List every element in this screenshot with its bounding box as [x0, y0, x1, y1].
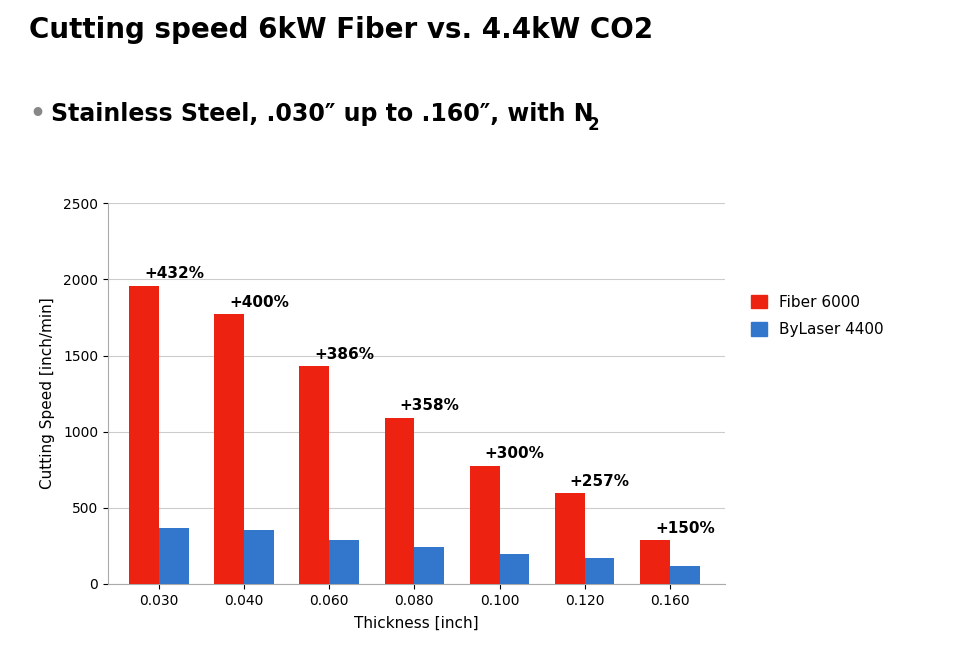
- Bar: [500, 554, 529, 584]
- Bar: [129, 285, 159, 584]
- Bar: [384, 418, 415, 584]
- Text: +300%: +300%: [485, 446, 545, 461]
- Legend: Fiber 6000, ByLaser 4400: Fiber 6000, ByLaser 4400: [752, 295, 884, 337]
- Text: +386%: +386%: [315, 346, 374, 361]
- Bar: [555, 493, 585, 584]
- Text: +150%: +150%: [655, 521, 714, 536]
- Text: Cutting speed 6kW Fiber vs. 4.4kW CO2: Cutting speed 6kW Fiber vs. 4.4kW CO2: [29, 16, 654, 45]
- Bar: [215, 314, 244, 584]
- X-axis label: Thickness [inch]: Thickness [inch]: [354, 616, 479, 631]
- Bar: [329, 541, 359, 584]
- Text: •: •: [29, 102, 45, 126]
- Bar: [670, 567, 700, 584]
- Bar: [159, 527, 189, 584]
- Bar: [469, 466, 500, 584]
- Bar: [300, 366, 329, 584]
- Bar: [415, 547, 444, 584]
- Text: +432%: +432%: [144, 266, 204, 281]
- Text: 2: 2: [588, 116, 600, 134]
- Bar: [640, 541, 670, 584]
- Text: Stainless Steel, .030″ up to .160″, with N: Stainless Steel, .030″ up to .160″, with…: [51, 102, 594, 126]
- Bar: [244, 530, 273, 584]
- Text: +358%: +358%: [400, 398, 460, 413]
- Y-axis label: Cutting Speed [inch/min]: Cutting Speed [inch/min]: [39, 298, 55, 489]
- Text: +400%: +400%: [229, 295, 289, 310]
- Text: +257%: +257%: [569, 474, 630, 489]
- Bar: [585, 558, 614, 584]
